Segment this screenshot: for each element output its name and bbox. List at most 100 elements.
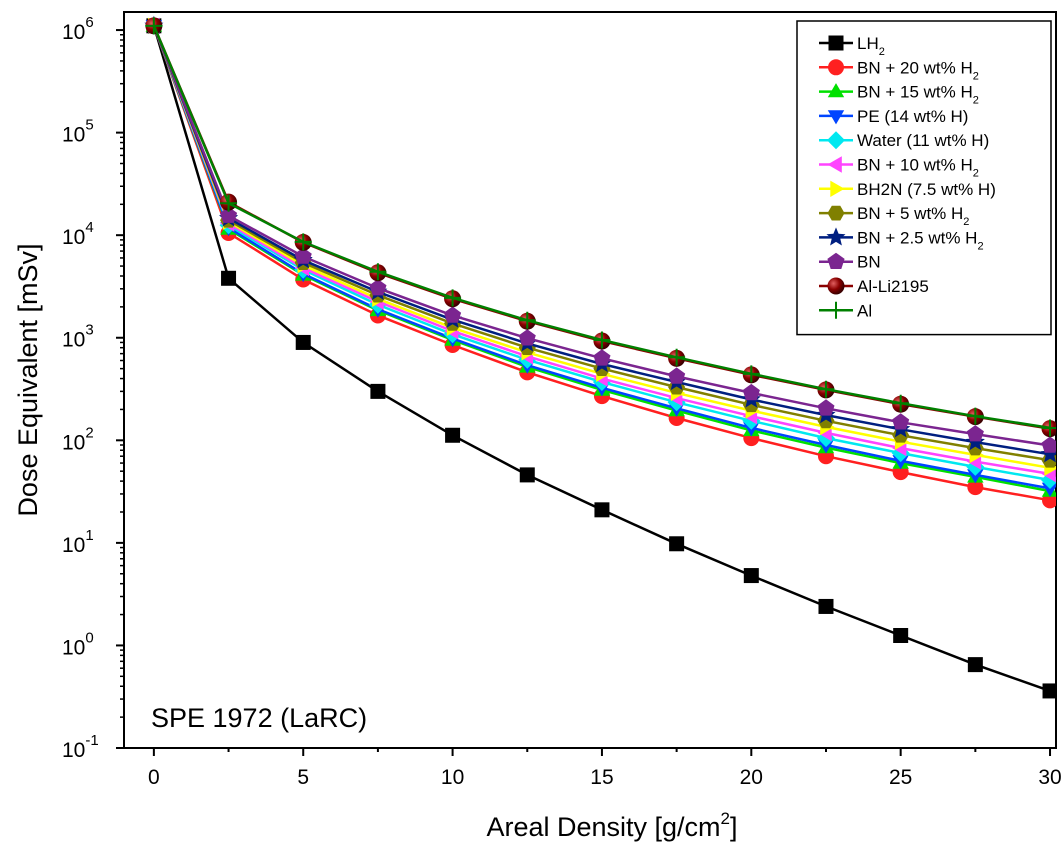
data-point <box>1041 436 1056 453</box>
legend-label: BN + 15 wt% H2 <box>857 83 979 107</box>
y-tick-label: 10-1 <box>62 732 99 762</box>
legend-label-sub: 2 <box>973 70 979 82</box>
x-axis-title-tail: ] <box>730 812 738 842</box>
legend-entry: Al <box>819 301 872 320</box>
y-tick-label: 102 <box>62 424 94 454</box>
legend-label: PE (14 wt% H) <box>857 107 968 126</box>
x-axis-title: Areal Density [g/cm2] <box>486 809 737 842</box>
chart-annotation: SPE 1972 (LaRC) <box>151 703 367 733</box>
data-point <box>967 479 984 496</box>
data-point <box>444 306 462 323</box>
data-point <box>518 311 536 329</box>
series-11 <box>145 17 1056 437</box>
y-tick-label: 100 <box>62 629 94 659</box>
legend-entry: BN + 20 wt% H2 <box>819 58 979 82</box>
legend-label-sub: 2 <box>977 240 983 252</box>
data-point <box>295 334 311 350</box>
data-point <box>967 657 983 673</box>
legend-label-main: BN + 5 wt% H <box>857 204 963 223</box>
data-point <box>444 289 462 307</box>
series-9 <box>145 16 1056 453</box>
data-point <box>742 383 760 401</box>
legend-label: Al-Li2195 <box>857 277 929 296</box>
series-0 <box>146 18 1056 699</box>
y-tick-label: 105 <box>62 117 94 147</box>
data-point <box>593 349 611 366</box>
y-tick-label: 106 <box>62 14 94 44</box>
x-tick-label: 0 <box>148 766 160 789</box>
data-point <box>1041 419 1056 437</box>
y-tick-exp: 0 <box>85 629 93 646</box>
legend-label-main: BN + 10 wt% H <box>857 156 973 175</box>
data-point <box>294 233 312 251</box>
data-point <box>518 329 536 346</box>
legend-entry: Water (11 wt% H) <box>819 131 989 150</box>
legend-marker <box>828 35 844 51</box>
y-tick-exp: 5 <box>85 117 93 134</box>
y-tick-exp: -1 <box>85 732 98 749</box>
x-axis-title-sup: 2 <box>721 809 730 828</box>
x-tick-label: 10 <box>441 766 464 789</box>
plot-frame <box>123 11 1057 749</box>
y-tick-exp: 4 <box>85 219 93 236</box>
data-point <box>818 598 834 614</box>
legend-marker <box>827 131 845 150</box>
legend-label-main: BN + 15 wt% H <box>857 83 973 102</box>
x-tick-label: 20 <box>740 766 763 789</box>
data-point <box>892 455 909 470</box>
legend-marker <box>827 277 845 295</box>
data-point <box>967 469 984 484</box>
y-tick-base: 10 <box>62 124 85 147</box>
data-point <box>966 407 984 425</box>
x-tick-label: 30 <box>1038 766 1061 789</box>
data-point <box>593 331 611 349</box>
y-tick-base: 10 <box>62 636 85 659</box>
data-point <box>893 627 909 643</box>
data-point <box>817 399 835 416</box>
legend-entry: BN + 15 wt% H2 <box>819 83 979 107</box>
y-tick-base: 10 <box>62 431 85 454</box>
legend-entry: PE (14 wt% H) <box>819 107 968 126</box>
legend-label-main: PE (14 wt% H) <box>857 107 968 126</box>
legend-label-sub: 2 <box>963 216 969 228</box>
legend-label-main: Al <box>857 301 872 320</box>
legend-marker <box>827 156 842 173</box>
x-tick-label: 5 <box>297 766 309 789</box>
legend-entry: BN <box>819 252 881 272</box>
legend-label: BN + 2.5 wt% H2 <box>857 228 984 252</box>
data-point <box>966 425 984 442</box>
data-point <box>892 413 910 430</box>
y-tick-base: 10 <box>62 329 85 352</box>
legend-label-main: BN + 20 wt% H <box>857 58 973 77</box>
data-point <box>369 279 387 296</box>
data-point <box>742 365 760 383</box>
legend-label-main: BH2N (7.5 wt% H) <box>857 180 996 199</box>
y-tick-label: 101 <box>62 527 94 557</box>
legend-label: BH2N (7.5 wt% H) <box>857 180 996 199</box>
legend-label: BN + 10 wt% H2 <box>857 156 979 180</box>
data-point <box>668 348 686 366</box>
legend-entry: BN + 2.5 wt% H2 <box>819 227 984 252</box>
y-tick-label: 104 <box>62 219 94 249</box>
legend-marker <box>830 180 845 197</box>
y-tick-base: 10 <box>62 739 85 762</box>
legend-label: Water (11 wt% H) <box>857 131 989 150</box>
legend-marker <box>828 59 844 76</box>
data-point <box>294 247 312 264</box>
x-axis-title-main: Areal Density [g/cm <box>486 812 720 842</box>
data-point <box>370 383 386 399</box>
legend-marker <box>826 227 846 246</box>
legend-entry: BH2N (7.5 wt% H) <box>819 180 996 199</box>
data-point <box>1040 444 1056 463</box>
x-tick-label: 25 <box>889 766 912 789</box>
legend-label: BN + 5 wt% H2 <box>857 204 969 228</box>
data-point <box>594 502 610 518</box>
legend-entry: Al-Li2195 <box>819 277 929 296</box>
y-tick-base: 10 <box>62 21 85 44</box>
series-layer <box>144 15 1056 699</box>
y-tick-exp: 3 <box>85 322 93 339</box>
data-point <box>892 394 910 412</box>
legend-marker <box>827 205 845 221</box>
